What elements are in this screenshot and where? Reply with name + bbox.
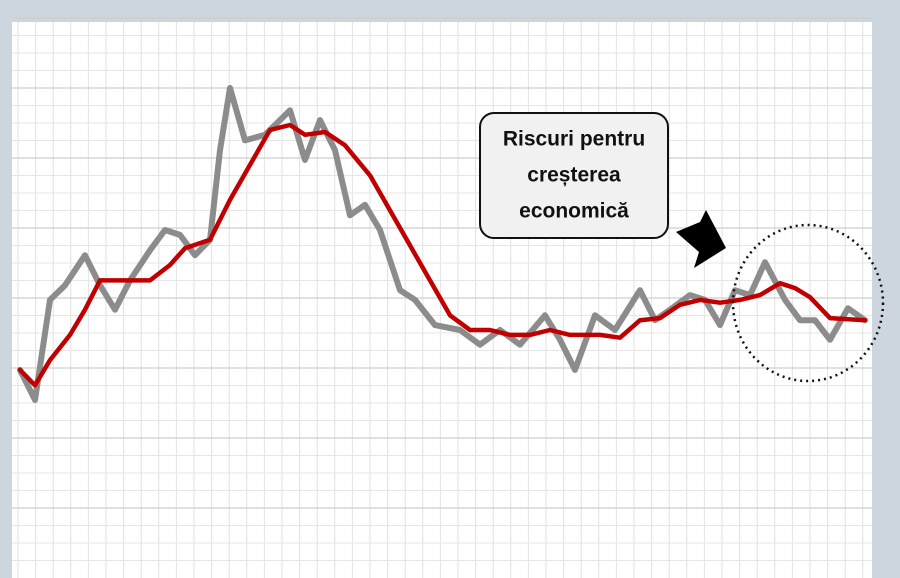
annotation-line: Riscuri pentru — [503, 128, 645, 151]
series-line — [17, 122, 868, 388]
grid — [12, 17, 872, 578]
arrow — [676, 210, 726, 268]
lines — [17, 84, 868, 403]
highlight-circle — [731, 223, 885, 383]
annotation-box — [479, 112, 669, 239]
annotation-line: economică — [519, 200, 629, 223]
annotation-line: creșterea — [527, 164, 621, 187]
